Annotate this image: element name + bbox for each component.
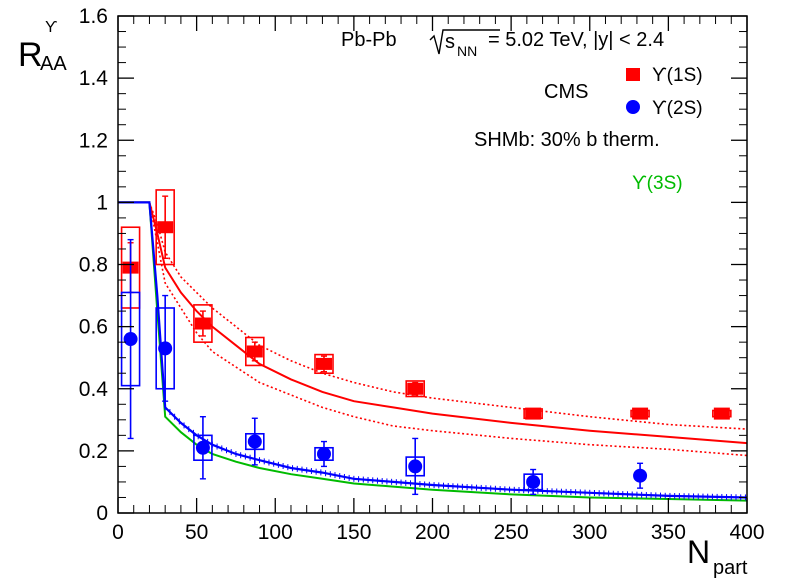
data-point-2s <box>316 446 331 461</box>
legend-label-2s: ϒ(2S) <box>652 98 703 119</box>
data-point-1s <box>315 357 332 370</box>
sqrt-symbol <box>429 29 500 55</box>
x-tick-label: 0 <box>112 521 124 544</box>
model-1s-central-line <box>118 201 748 445</box>
sys-box-1s <box>245 336 265 367</box>
x-axis-title-main: N <box>687 534 710 570</box>
annotation-model: SHMb: 30% b therm. <box>474 129 660 151</box>
x-tick-label: 50 <box>185 521 208 544</box>
annotation-experiment: CMS <box>544 81 588 103</box>
data-point-1s <box>525 407 542 420</box>
legend-label-1s: ϒ(1S) <box>652 65 703 86</box>
y-tick-label: 0.4 <box>79 378 109 401</box>
legend-marker-2s <box>626 100 640 114</box>
legend-marker-1s <box>626 68 640 81</box>
data-point-1s <box>407 382 424 395</box>
x-axis-title-sub: part <box>713 557 748 579</box>
sys-box-1s <box>155 189 175 266</box>
annotation-energy-sub: NN <box>457 43 477 59</box>
data-point-1s <box>632 407 649 420</box>
x-tick-label: 100 <box>258 521 293 544</box>
sys-box-1s <box>314 353 334 375</box>
x-tick-label: 350 <box>651 521 686 544</box>
annotation-model-3s: ϒ(3S) <box>632 173 683 194</box>
y-tick-label: 1 <box>96 191 108 214</box>
plot-layer <box>118 189 748 502</box>
y-tick-label: 1.6 <box>79 5 108 28</box>
y-tick-label: 0.8 <box>79 254 108 277</box>
x-tick-label: 250 <box>494 521 529 544</box>
data-point-1s <box>157 221 174 234</box>
data-point-2s <box>123 332 138 347</box>
data-point-1s <box>713 407 730 420</box>
y-tick-label: 0 <box>96 502 108 525</box>
data-point-1s <box>246 345 263 358</box>
data-point-2s <box>633 468 648 483</box>
annotation-energy-symbol: s <box>445 31 455 53</box>
y-axis-title-sub: AA <box>40 53 67 75</box>
y-tick-label: 0.6 <box>79 316 108 339</box>
y-tick-label: 1.2 <box>79 129 108 152</box>
data-point-2s <box>247 434 262 449</box>
y-tick-label: 0.2 <box>79 440 108 463</box>
annotation-energy-value: = 5.02 TeV, |y| < 2.4 <box>488 29 664 51</box>
data-point-2s <box>526 474 541 489</box>
sys-box-1s <box>193 304 213 343</box>
data-point-2s <box>195 440 210 455</box>
data-point-2s <box>158 341 173 356</box>
x-tick-label: 150 <box>336 521 371 544</box>
sys-box-1s <box>405 380 426 398</box>
x-tick-label: 200 <box>415 521 450 544</box>
annotation-system: Pb-Pb <box>341 29 397 51</box>
data-point-1s <box>194 317 211 330</box>
x-tick-label: 400 <box>729 521 764 544</box>
data-point-2s <box>408 459 423 474</box>
y-tick-label: 1.4 <box>79 67 109 90</box>
x-tick-label: 300 <box>572 521 607 544</box>
axis-layer: 0 50 100 150 200 250 300 350 400 0 0.2 0.4 0.6 0.8 1 1.… <box>79 5 765 544</box>
model-1s-lower-line <box>118 201 748 457</box>
legend: ϒ(1S) ϒ(2S) <box>626 65 703 119</box>
y-axis-title-main: R <box>18 36 43 74</box>
y-axis-title-sup: ϒ <box>45 19 58 36</box>
